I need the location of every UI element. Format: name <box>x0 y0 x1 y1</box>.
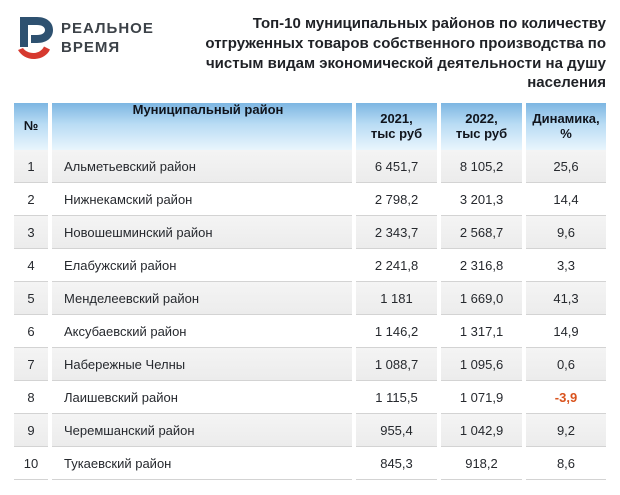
cell-district: Черемшанский район <box>52 414 352 448</box>
cell-2021: 2 241,8 <box>356 249 437 283</box>
cell-2021: 2 798,2 <box>356 183 437 217</box>
cell-rank: 8 <box>14 381 48 415</box>
table-row: 8 Лаишевский район 1 115,5 1 071,9 -3,9 <box>14 381 606 415</box>
masthead: РЕАЛЬНОЕ ВРЕМЯ Топ-10 муниципальных райо… <box>14 12 606 93</box>
cell-dynamics: 8,6 <box>526 447 606 481</box>
col-header-dynamics: Динамика, % <box>526 103 606 151</box>
cell-rank: 10 <box>14 447 48 481</box>
cell-district: Нижнекамский район <box>52 183 352 217</box>
cell-dynamics: 9,2 <box>526 414 606 448</box>
cell-rank: 7 <box>14 348 48 382</box>
cell-2021: 955,4 <box>356 414 437 448</box>
table-body: 1 Альметьевский район 6 451,7 8 105,2 25… <box>14 150 606 481</box>
cell-dynamics: 41,3 <box>526 282 606 316</box>
col-header-2021-line2: тыс руб <box>370 125 423 141</box>
cell-dynamics: 14,9 <box>526 315 606 349</box>
cell-rank: 4 <box>14 249 48 283</box>
cell-district: Лаишевский район <box>52 381 352 415</box>
realnoe-vremya-logo-icon <box>14 16 54 62</box>
cell-rank: 6 <box>14 315 48 349</box>
cell-dynamics: -3,9 <box>526 381 606 415</box>
cell-dynamics: 14,4 <box>526 183 606 217</box>
data-source-note: Данные – минэкономики Татарстана <box>14 493 606 495</box>
cell-2021: 1 146,2 <box>356 315 437 349</box>
cell-2021: 1 181 <box>356 282 437 316</box>
table-row: 1 Альметьевский район 6 451,7 8 105,2 25… <box>14 150 606 184</box>
table-row: 10 Тукаевский район 845,3 918,2 8,6 <box>14 447 606 481</box>
cell-dynamics: 25,6 <box>526 150 606 184</box>
cell-2022: 1 669,0 <box>441 282 522 316</box>
cell-rank: 5 <box>14 282 48 316</box>
cell-2021: 1 088,7 <box>356 348 437 382</box>
cell-2022: 1 071,9 <box>441 381 522 415</box>
cell-district: Елабужский район <box>52 249 352 283</box>
table-row: 9 Черемшанский район 955,4 1 042,9 9,2 <box>14 414 606 448</box>
col-header-2022: 2022, тыс руб <box>441 103 522 151</box>
table-row: 7 Набережные Челны 1 088,7 1 095,6 0,6 <box>14 348 606 382</box>
cell-dynamics: 0,6 <box>526 348 606 382</box>
cell-2022: 2 568,7 <box>441 216 522 250</box>
table-row: 5 Менделеевский район 1 181 1 669,0 41,3 <box>14 282 606 316</box>
col-header-district: Муниципальный район <box>52 102 352 151</box>
brand-logo: РЕАЛЬНОЕ ВРЕМЯ <box>14 12 174 62</box>
cell-rank: 1 <box>14 150 48 184</box>
cell-2021: 845,3 <box>356 447 437 481</box>
col-header-num: № <box>14 103 48 151</box>
cell-rank: 3 <box>14 216 48 250</box>
cell-2022: 2 316,8 <box>441 249 522 283</box>
cell-district: Новошешминский район <box>52 216 352 250</box>
col-header-2021-line1: 2021, <box>380 110 413 126</box>
brand-name-line1: РЕАЛЬНОЕ <box>61 20 154 38</box>
page-title: Топ-10 муниципальных районов по количест… <box>205 15 606 92</box>
col-header-2021: 2021, тыс руб <box>356 103 437 151</box>
cell-2022: 1 317,1 <box>441 315 522 349</box>
table-header-row: № Муниципальный район 2021, тыс руб 2022… <box>14 102 606 151</box>
cell-rank: 2 <box>14 183 48 217</box>
cell-district: Набережные Челны <box>52 348 352 382</box>
cell-district: Тукаевский район <box>52 447 352 481</box>
cell-2021: 2 343,7 <box>356 216 437 250</box>
cell-2022: 918,2 <box>441 447 522 481</box>
cell-dynamics: 9,6 <box>526 216 606 250</box>
brand-name-line2: ВРЕМЯ <box>61 39 121 56</box>
cell-2022: 3 201,3 <box>441 183 522 217</box>
brand-name: РЕАЛЬНОЕ ВРЕМЯ <box>61 20 154 58</box>
table-row: 4 Елабужский район 2 241,8 2 316,8 3,3 <box>14 249 606 283</box>
cell-2021: 6 451,7 <box>356 150 437 184</box>
cell-dynamics: 3,3 <box>526 249 606 283</box>
cell-2021: 1 115,5 <box>356 381 437 415</box>
cell-2022: 1 095,6 <box>441 348 522 382</box>
cell-district: Альметьевский район <box>52 150 352 184</box>
col-header-2022-line1: 2022, <box>465 110 498 126</box>
table-row: 6 Аксубаевский район 1 146,2 1 317,1 14,… <box>14 315 606 349</box>
cell-district: Аксубаевский район <box>52 315 352 349</box>
table-row: 3 Новошешминский район 2 343,7 2 568,7 9… <box>14 216 606 250</box>
table-row: 2 Нижнекамский район 2 798,2 3 201,3 14,… <box>14 183 606 217</box>
cell-rank: 9 <box>14 414 48 448</box>
cell-2022: 1 042,9 <box>441 414 522 448</box>
cell-2022: 8 105,2 <box>441 150 522 184</box>
top10-table: № Муниципальный район 2021, тыс руб 2022… <box>14 102 606 481</box>
cell-district: Менделеевский район <box>52 282 352 316</box>
col-header-2022-line2: тыс руб <box>455 125 508 141</box>
